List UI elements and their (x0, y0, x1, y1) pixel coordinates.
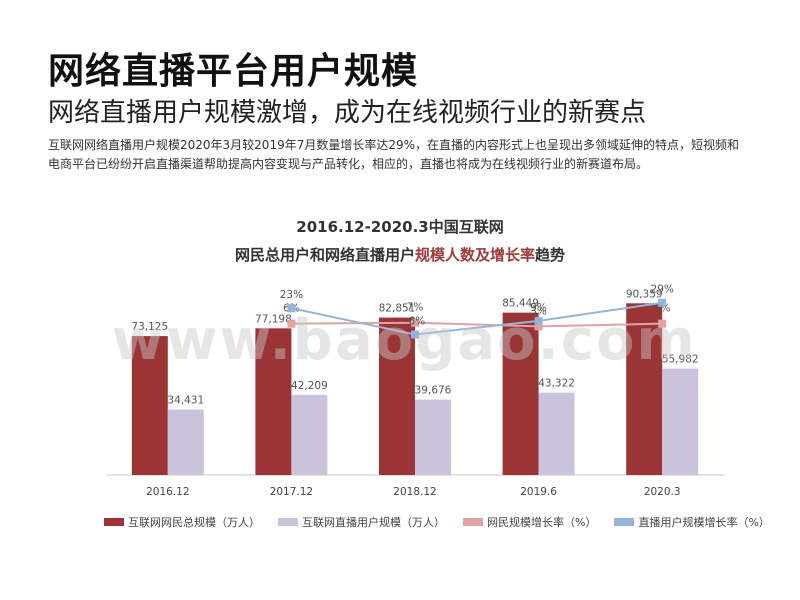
data-label: 42,209 (291, 380, 328, 392)
rate-label: 7% (407, 302, 424, 314)
line-live-growth (291, 301, 663, 336)
bar-live-2017.12 (291, 394, 328, 475)
legend-swatch (463, 518, 483, 526)
legend-label: 互联网网民总规模（万人） (128, 516, 260, 529)
data-label: 43,322 (538, 378, 575, 390)
rate-label: 29% (651, 284, 674, 296)
legend-label: 直播用户规模增长率（%） (638, 516, 770, 529)
legend-label: 网民规模增长率（%） (487, 516, 597, 529)
chart-title-line1: 2016.12-2020.3中国互联网 (296, 218, 504, 236)
data-label: 85,449 (502, 298, 539, 310)
data-label: 73,125 (131, 321, 168, 333)
data-label: 82,851 (379, 303, 416, 315)
legend-item: 互联网直播用户规模（万人） (278, 514, 445, 530)
rate-label: -6% (405, 316, 425, 328)
line-marker (658, 298, 667, 307)
x-tick-label: 2017.12 (270, 486, 313, 498)
rate-label: 23% (280, 289, 303, 301)
bar-total-2020.3 (626, 303, 663, 475)
data-label: 34,431 (167, 395, 204, 407)
rate-label: 9% (530, 302, 547, 314)
legend-item: 直播用户规模增长率（%） (614, 514, 770, 530)
data-label: 90,359 (626, 288, 663, 300)
x-tick-label: 2018.12 (393, 486, 436, 498)
line-marker (411, 330, 419, 339)
bar-total-2017.12 (255, 328, 292, 475)
line-netizen-growth (291, 321, 663, 328)
page-subtitle: 网络直播用户规模激增，成为在线视频行业的新赛点 (48, 98, 647, 128)
bar-live-2020.3 (662, 368, 699, 475)
x-tick-label: 2019.6 (520, 486, 557, 498)
x-tick-label: 2020.3 (644, 486, 681, 498)
rate-label: 6% (654, 303, 671, 315)
watermark: www.baogao.com (112, 308, 697, 373)
data-label: 39,676 (415, 385, 452, 397)
legend-label: 互联网直播用户规模（万人） (302, 516, 445, 529)
legend-swatch (614, 518, 635, 526)
chart-legend: 互联网网民总规模（万人） 互联网直播用户规模（万人） 网民规模增长率（%） 直播用户规… (104, 514, 770, 530)
data-label: 77,198 (255, 313, 292, 325)
chart-title-suffix: 趋势 (535, 246, 566, 264)
rate-label: 3% (530, 305, 547, 317)
bar-total-2019.6 (502, 312, 539, 475)
bar-live-2019.6 (538, 392, 575, 475)
description-text: 互联网网络直播用户规模2020年3月较2019年7月数量增长率达29%，在直播的… (48, 138, 740, 171)
bar-live-2016.12 (167, 409, 204, 475)
legend-swatch (278, 518, 298, 526)
legend-item: 网民规模增长率（%） (463, 514, 596, 530)
line-marker (287, 304, 296, 313)
line-marker (534, 316, 543, 325)
chart-title-highlight: 规模人数及增长率 (414, 246, 535, 264)
chart-title-line2: 网民总用户和网络直播用户规模人数及增长率趋势 (0, 244, 800, 265)
line-marker (534, 322, 543, 331)
bar-total-2016.12 (131, 336, 168, 475)
line-marker (411, 318, 419, 327)
line-marker (658, 319, 667, 328)
line-marker (287, 319, 296, 328)
bar-live-2018.12 (415, 399, 451, 475)
data-label: 55,982 (662, 354, 699, 366)
bar-total-2018.12 (379, 317, 415, 475)
legend-swatch (104, 518, 124, 526)
chart-title-prefix: 网民总用户和网络直播用户 (234, 246, 415, 264)
legend-item: 互联网网民总规模（万人） (104, 514, 260, 530)
x-tick-label: 2016.12 (146, 486, 189, 498)
page-title: 网络直播平台用户规模 (48, 51, 419, 92)
